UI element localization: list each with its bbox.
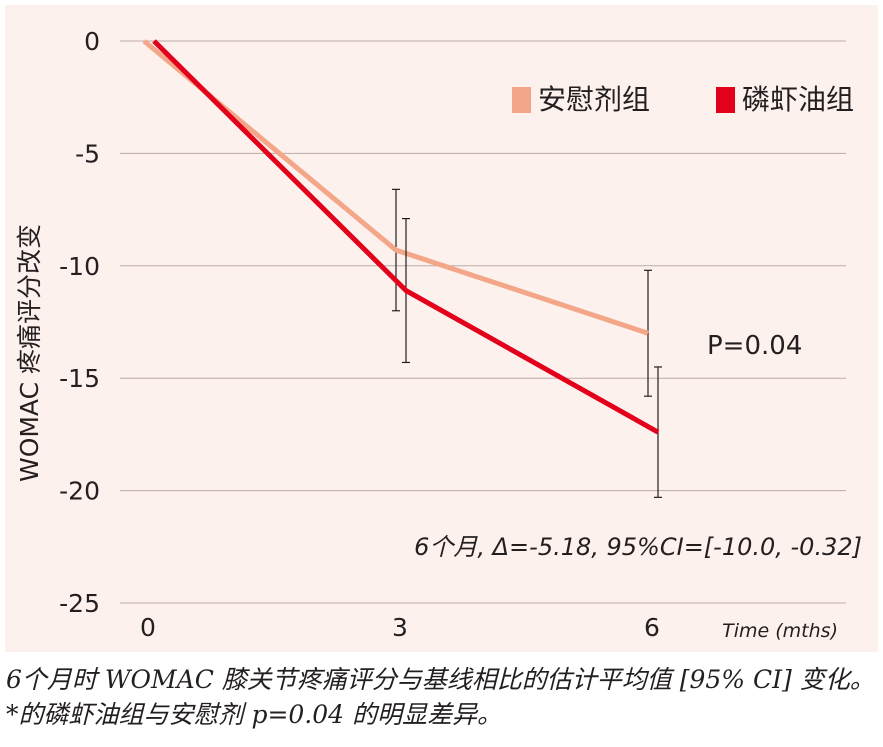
line-chart: 0 -5 -10 -15 -20 -25 0 3 6 Time (mths) 安慰剂组 磷虾油组 P=0…	[59, 27, 862, 642]
y-axis-label: WOMAC 疼痛评分改变	[15, 223, 44, 483]
legend-label: 磷虾油组	[742, 83, 854, 116]
legend-swatch	[716, 87, 735, 113]
series-line-1	[142, 39, 649, 336]
figure-caption: 6个月时 WOMAC 膝关节疼痛评分与基线相比的估计平均值 [95% CI] 变…	[6, 665, 875, 729]
series-line-2	[152, 39, 660, 435]
y-tick-label: 0	[84, 27, 100, 56]
x-tick-label: 0	[140, 613, 156, 642]
legend-label: 安慰剂组	[538, 83, 650, 116]
x-axis-label: Time (mths)	[722, 620, 838, 642]
y-tick-label: -5	[75, 139, 100, 168]
stat-annotation: 6个月, Δ=-5.18, 95%CI=[-10.0, -0.32]	[414, 533, 862, 561]
y-tick-label: -25	[59, 589, 100, 618]
x-tick-label: 3	[392, 613, 408, 642]
y-tick-label: -10	[59, 252, 100, 281]
y-tick-label: -20	[59, 477, 100, 506]
y-tick-label: -15	[59, 364, 100, 393]
legend-swatch	[512, 87, 531, 113]
x-tick-label: 6	[644, 613, 660, 642]
p-value-annotation: P=0.04	[707, 331, 802, 361]
